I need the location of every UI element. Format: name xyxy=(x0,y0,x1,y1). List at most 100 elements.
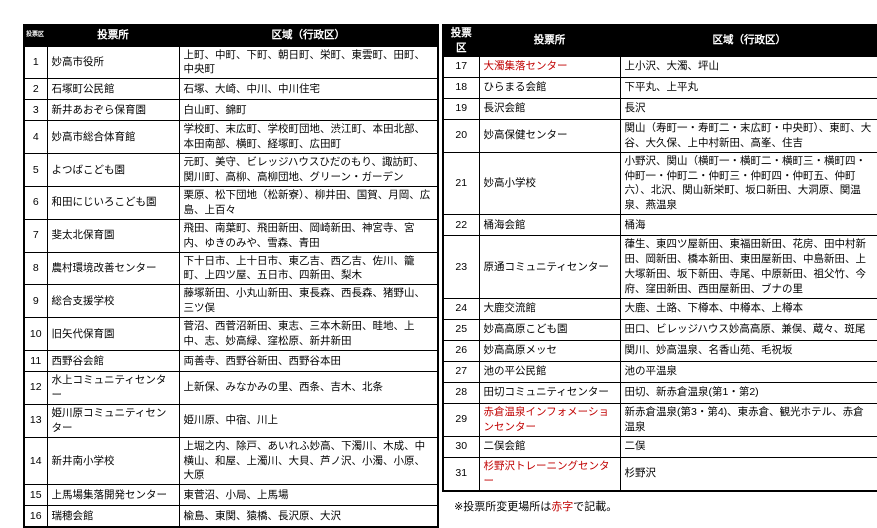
table-row: 6 和田にじいろこども園 栗原、松下団地（松新寮）、柳井田、国賀、月岡、広島、上百々 xyxy=(23,185,439,220)
polling-place: 斐太北保育園 xyxy=(46,218,180,253)
table-row: 18 ひらまる会館 下平丸、上平丸 xyxy=(442,76,877,99)
polling-place: 石塚町公民館 xyxy=(46,78,180,101)
district-number: 10 xyxy=(23,317,48,351)
district-number: 5 xyxy=(23,153,48,187)
district-number: 29 xyxy=(442,402,480,437)
district-number: 4 xyxy=(23,120,48,155)
district-area: 両善寺、西野谷新田、西野谷本田 xyxy=(178,350,439,372)
header-row: 投票区 投票所 区域（行政区） xyxy=(23,24,439,47)
header-polling-place: 投票所 xyxy=(478,24,621,57)
district-area: 上堀之内、除戸、あいれふ妙高、下濁川、木成、中横山、和屋、上濁川、大貝、芦ノ沢、… xyxy=(178,436,439,486)
table-row: 4 妙高市総合体育館 学校町、末広町、学校町団地、渋江町、本田北部、本田南部、横町、… xyxy=(23,120,439,155)
district-area: 大鹿、土路、下樽本、中樽本、上樽本 xyxy=(619,297,877,320)
district-area: 長沢 xyxy=(619,97,877,120)
district-area: 藤塚新田、小丸山新田、東長森、西長森、猪野山、三ツ俣 xyxy=(178,284,439,319)
polling-place: 赤倉温泉インフォメーションセンター xyxy=(478,402,621,437)
district-area: 白山町、錦町 xyxy=(178,99,439,122)
district-area: 小野沢、関山（横町一・横町二・横町三・横町四・仲町一・仲町二・仲町三・仲町四・仲… xyxy=(619,151,877,216)
district-number: 3 xyxy=(23,99,48,122)
table-row: 17 大濁集落センター 上小沢、大濁、坪山 xyxy=(442,55,877,78)
district-number: 23 xyxy=(442,235,480,299)
district-area: 池の平温泉 xyxy=(619,360,877,383)
table-row: 27 池の平公民館 池の平温泉 xyxy=(442,360,877,383)
district-number: 28 xyxy=(442,381,480,404)
table-row: 21 妙高小学校 小野沢、関山（横町一・横町二・横町三・横町四・仲町一・仲町二・仲町… xyxy=(442,151,877,216)
polling-place: 旧矢代保育園 xyxy=(46,317,180,351)
table-row: 16 瑞穂会館 楡島、東関、猿橋、長沢原、大沢 xyxy=(23,505,439,528)
polling-place: 大濁集落センター xyxy=(478,55,621,78)
district-number: 13 xyxy=(23,403,48,438)
footnote-prefix: ※投票所変更場所は xyxy=(454,500,552,513)
table-row: 5 よつばこども園 元町、美守、ビレッジハウスひだのもり、諏訪町、関川町、高柳、高柳… xyxy=(23,153,439,187)
table-row: 9 総合支援学校 藤塚新田、小丸山新田、東長森、西長森、猪野山、三ツ俣 xyxy=(23,284,439,319)
table-row: 15 上馬場集落開発センター 東菅沼、小局、上馬場 xyxy=(23,484,439,507)
polling-place: 新井あおぞら保育園 xyxy=(46,99,180,122)
table-row: 26 妙高高原メッセ 関川、妙高温泉、名香山苑、毛祝坂 xyxy=(442,339,877,362)
district-number: 30 xyxy=(442,435,480,458)
polling-place: ひらまる会館 xyxy=(478,76,621,99)
header-row: 投票区 投票所 区域（行政区） xyxy=(442,24,877,57)
table-row: 24 大鹿交流館 大鹿、土路、下樽本、中樽本、上樽本 xyxy=(442,297,877,320)
district-area: 菅沼、西菅沼新田、東志、三本木新田、畦地、上中、志、妙高緑、窪松原、新井新田 xyxy=(178,317,439,351)
table-row: 23 原通コミュニティセンター 葎生、東四ツ屋新田、東福田新田、花房、田中村新田、岡… xyxy=(442,235,877,299)
table-row: 19 長沢会館 長沢 xyxy=(442,97,877,120)
district-area: 関川、妙高温泉、名香山苑、毛祝坂 xyxy=(619,339,877,362)
district-area: 関山（寿町一・寿町二・末広町・中央町）、東町、大谷、大久保、上中村新田、高峯、住… xyxy=(619,118,877,153)
polling-place: 妙高保健センター xyxy=(478,118,621,153)
polling-place: 妙高高原メッセ xyxy=(478,339,621,362)
district-area: 石塚、大崎、中川、中川住宅 xyxy=(178,78,439,101)
table-row: 8 農村環境改善センター 下十日市、上十日市、東乙吉、西乙吉、佐川、籠町、上四ツ屋、… xyxy=(23,251,439,286)
district-number: 12 xyxy=(23,371,48,405)
district-number: 15 xyxy=(23,484,48,507)
district-area: 栗原、松下団地（松新寮）、柳井田、国賀、月岡、広島、上百々 xyxy=(178,185,439,220)
polling-place: 妙高小学校 xyxy=(478,151,621,216)
table-row: 10 旧矢代保育園 菅沼、西菅沼新田、東志、三本木新田、畦地、上中、志、妙高緑、窪松… xyxy=(23,317,439,351)
table-row: 12 水上コミュニティセンター 上新保、みなかみの里、西条、吉木、北条 xyxy=(23,371,439,405)
district-number: 16 xyxy=(23,505,48,528)
district-area: 田口、ビレッジハウス妙高高原、兼俣、蔵々、斑尾 xyxy=(619,318,877,341)
district-number: 1 xyxy=(23,45,48,80)
table-row: 2 石塚町公民館 石塚、大崎、中川、中川住宅 xyxy=(23,78,439,101)
table-row: 13 姫川原コミュニティセンター 姫川原、中宿、川上 xyxy=(23,403,439,438)
table-row: 25 妙高高原こども園 田口、ビレッジハウス妙高高原、兼俣、蔵々、斑尾 xyxy=(442,318,877,341)
district-number: 6 xyxy=(23,185,48,220)
district-number: 18 xyxy=(442,76,480,99)
district-area: 学校町、末広町、学校町団地、渋江町、本田北部、本田南部、横町、経塚町、広田町 xyxy=(178,120,439,155)
tables-container: 投票区 投票所 区域（行政区） 1 妙高市役所 上町、中町、下町、朝日町、栄町、東雲町、田… xyxy=(23,24,877,528)
header-district-number: 投票区 xyxy=(442,24,480,57)
district-number: 22 xyxy=(442,214,480,237)
table-row: 22 桶海会館 桶海 xyxy=(442,214,877,237)
district-number: 17 xyxy=(442,55,480,78)
district-number: 24 xyxy=(442,297,480,320)
header-district-area: 区域（行政区） xyxy=(619,24,877,57)
district-number: 25 xyxy=(442,318,480,341)
polling-place: 新井南小学校 xyxy=(46,436,180,486)
header-district-area: 区域（行政区） xyxy=(178,24,439,47)
district-area: 東菅沼、小局、上馬場 xyxy=(178,484,439,507)
district-area: 上町、中町、下町、朝日町、栄町、東雲町、田町、中央町 xyxy=(178,45,439,80)
district-area: 田切、新赤倉温泉(第1・第2) xyxy=(619,381,877,404)
polling-place: 西野谷会館 xyxy=(46,350,180,372)
polling-place: 杉野沢トレーニングセンター xyxy=(478,456,621,492)
polling-place: 和田にじいろこども園 xyxy=(46,185,180,220)
header-polling-place: 投票所 xyxy=(46,24,180,47)
district-number: 19 xyxy=(442,97,480,120)
polling-place: 総合支援学校 xyxy=(46,284,180,319)
table-row: 30 二俣会館 二俣 xyxy=(442,435,877,458)
polling-place: 姫川原コミュニティセンター xyxy=(46,403,180,438)
district-number: 2 xyxy=(23,78,48,101)
district-area: 新赤倉温泉(第3・第4)、東赤倉、観光ホテル、赤倉温泉 xyxy=(619,402,877,437)
polling-place: 原通コミュニティセンター xyxy=(478,235,621,299)
polling-table-left: 投票区 投票所 区域（行政区） 1 妙高市役所 上町、中町、下町、朝日町、栄町、東雲町、田… xyxy=(23,24,439,528)
district-number: 14 xyxy=(23,436,48,486)
polling-place: 田切コミュニティセンター xyxy=(478,381,621,404)
district-area: 桶海 xyxy=(619,214,877,237)
district-area: 楡島、東関、猿橋、長沢原、大沢 xyxy=(178,505,439,528)
table-row: 11 西野谷会館 両善寺、西野谷新田、西野谷本田 xyxy=(23,350,439,372)
district-area: 杉野沢 xyxy=(619,456,877,492)
polling-place: 妙高市総合体育館 xyxy=(46,120,180,155)
district-area: 上小沢、大濁、坪山 xyxy=(619,55,877,78)
district-number: 11 xyxy=(23,350,48,372)
table-row: 31 杉野沢トレーニングセンター 杉野沢 xyxy=(442,456,877,492)
table-row: 3 新井あおぞら保育園 白山町、錦町 xyxy=(23,99,439,122)
